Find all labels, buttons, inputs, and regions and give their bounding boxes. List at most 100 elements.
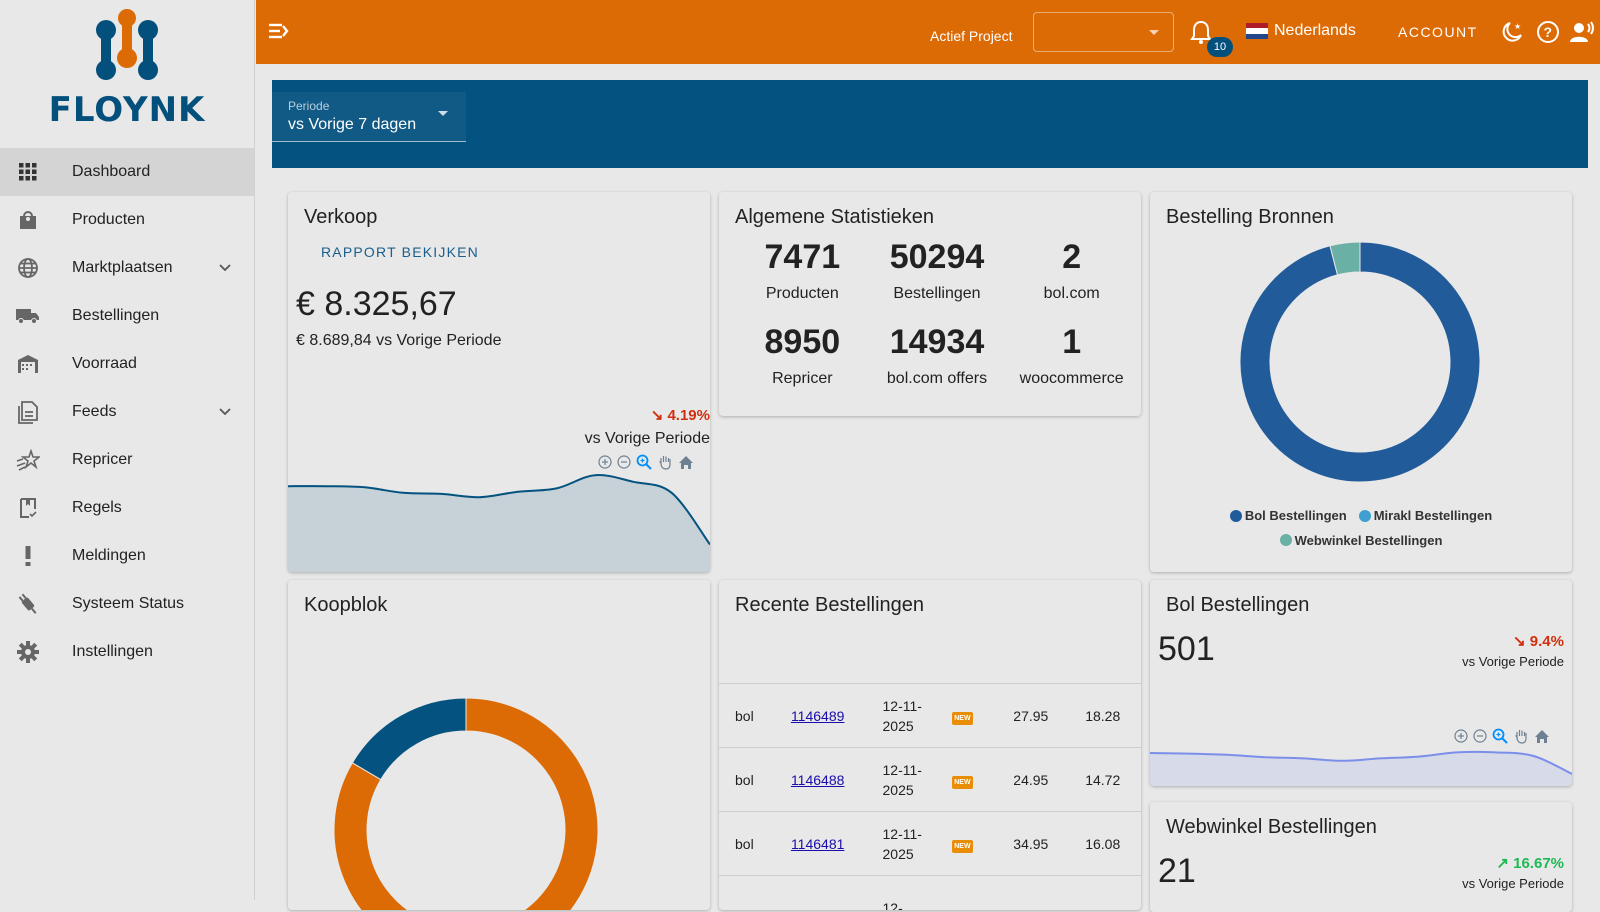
series-line: [1150, 750, 1572, 775]
series-line: [288, 474, 710, 546]
sidebar-item-bestellingen[interactable]: Bestellingen: [0, 292, 254, 340]
sidebar-item-label: Systeem Status: [72, 595, 185, 612]
previous-sales-amount: € 8.689,84 vs Vorige Periode: [296, 332, 502, 349]
language-selector[interactable]: Nederlands: [1246, 22, 1356, 40]
sidebar-item-feeds[interactable]: Feeds: [0, 388, 254, 436]
order-number-link[interactable]: 1146488: [790, 771, 845, 788]
table-row[interactable]: 12-: [719, 875, 1141, 910]
sidebar-item-voorraad[interactable]: Voorraad: [0, 340, 254, 388]
reset-home-icon[interactable]: [1534, 729, 1550, 744]
order-source: bol: [719, 747, 791, 812]
zoom-out-icon[interactable]: [1473, 729, 1487, 743]
order-sources-donut-chart: [1239, 242, 1481, 483]
zoom-in-icon[interactable]: [598, 455, 612, 469]
order-number-cell: 1146481: [790, 811, 883, 876]
floynk-logo-icon: [96, 9, 158, 80]
bol-orders-trend: ↘ 9.4% vs Vorige Periode: [1462, 632, 1564, 669]
recent-orders-card: Recente Bestellingen bol 1146489 12-11-2…: [719, 580, 1141, 910]
stat-item: 2 bol.com: [1004, 238, 1139, 303]
pan-icon[interactable]: [1513, 728, 1529, 744]
selection-zoom-icon[interactable]: [636, 454, 652, 470]
menu-collapse-icon: [269, 23, 289, 39]
pan-icon[interactable]: [657, 454, 673, 470]
card-title: Verkoop: [304, 206, 378, 228]
star-shooting-icon: [16, 448, 40, 472]
stat-value: 7471: [764, 238, 841, 276]
svg-text:★: ★: [1514, 22, 1521, 31]
order-price: 34.95: [1013, 811, 1086, 876]
plug-icon: [16, 592, 40, 616]
donut-slice-webwinkel-bestellingen[interactable]: [1329, 242, 1361, 276]
help-button[interactable]: ?: [1536, 20, 1560, 49]
order-number-cell: 1146489: [790, 683, 883, 748]
periode-select[interactable]: Periode vs Vorige 7 dagen: [272, 92, 466, 142]
bol-orders-area-chart: [1150, 750, 1572, 786]
sidebar-item-producten[interactable]: Producten: [0, 196, 254, 244]
stat-label: woocommerce: [1019, 370, 1124, 387]
order-number-link[interactable]: 1146489: [790, 707, 845, 724]
account-button[interactable]: ACCOUNT: [1398, 24, 1478, 40]
trend-percentage: 4.19%: [667, 407, 710, 424]
globe-icon: [16, 256, 40, 280]
order-number-cell: 1146488: [790, 747, 883, 812]
order-price: [1013, 875, 1086, 910]
zoom-in-icon[interactable]: [1454, 729, 1468, 743]
chart-legend: Bol Bestellingen Mirakl Bestellingen Webwi…: [1150, 508, 1572, 549]
order-source: [719, 875, 791, 910]
sidebar-item-marktplaatsen[interactable]: Marktplaatsen: [0, 244, 254, 292]
periode-value: vs Vorige 7 dagen: [288, 116, 417, 133]
donut-slice-koopblok[interactable]: [333, 697, 599, 910]
card-title: Koopblok: [304, 594, 388, 616]
legend-item[interactable]: Mirakl Bestellingen: [1358, 508, 1492, 523]
exclamation-icon: [16, 544, 40, 568]
sidebar-item-systeem-status[interactable]: Systeem Status: [0, 580, 254, 628]
support-button[interactable]: [1570, 20, 1596, 49]
bol-orders-card: Bol Bestellingen 501 ↘ 9.4% vs Vorige Pe…: [1150, 580, 1572, 786]
svg-text:?: ?: [1544, 24, 1553, 40]
sidebar-item-meldingen[interactable]: Meldingen: [0, 532, 254, 580]
area-fill: [288, 475, 710, 572]
menu-toggle-button[interactable]: [268, 22, 290, 45]
sidebar-item-instellingen[interactable]: Instellingen: [0, 628, 254, 676]
sales-trend: ↘ 4.19% vs Vorige Periode: [585, 406, 710, 448]
table-row[interactable]: bol 1146481 12-11-2025 NEW 34.95 16.08 1…: [719, 811, 1141, 876]
stat-label: bol.com offers: [886, 370, 988, 387]
card-title: Bol Bestellingen: [1166, 594, 1310, 616]
order-number-link[interactable]: 1146481: [790, 835, 845, 852]
sidebar-item-repricer[interactable]: Repricer: [0, 436, 254, 484]
stat-value: 8950: [764, 323, 841, 361]
zoom-out-icon[interactable]: [617, 455, 631, 469]
trend-label: vs Vorige Periode: [1462, 876, 1564, 891]
donut-slice-geen-koopblok[interactable]: [351, 697, 467, 781]
order-number-cell: [790, 875, 883, 910]
filter-banner: Periode vs Vorige 7 dagen: [272, 80, 1588, 168]
active-project-label: Actief Project: [930, 28, 1013, 44]
chevron-down-icon[interactable]: [218, 404, 232, 422]
table-row[interactable]: bol 1146489 12-11-2025 NEW 27.95 18.28 1…: [719, 683, 1141, 748]
legend-item[interactable]: Bol Bestellingen: [1229, 508, 1347, 523]
stat-item: 7471 Producten: [735, 238, 870, 303]
sidebar-item-regels[interactable]: Regels: [0, 484, 254, 532]
dark-mode-button[interactable]: ★: [1500, 20, 1524, 49]
donut-slice-bol-bestellingen[interactable]: [1239, 242, 1481, 483]
order-source: bol: [719, 811, 791, 876]
order-date: 12-: [882, 875, 953, 910]
shopping-bag-icon: [16, 208, 40, 232]
table-row[interactable]: bol 1146488 12-11-2025 NEW 24.95 14.72 1…: [719, 747, 1141, 812]
rapport-bekijken-link[interactable]: RAPPORT BEKIJKEN: [321, 244, 479, 260]
person-speaking-icon: [1570, 21, 1594, 42]
legend-item[interactable]: Webwinkel Bestellingen: [1279, 533, 1442, 548]
new-status-badge: NEW: [952, 711, 973, 725]
logo[interactable]: FLOYNK: [0, 0, 254, 148]
active-project-select[interactable]: [1033, 12, 1174, 52]
selection-zoom-icon[interactable]: [1492, 728, 1508, 744]
stat-label: bol.com: [1043, 285, 1100, 302]
sidebar-item-label: Bestellingen: [72, 307, 160, 324]
notifications-button[interactable]: [1190, 20, 1212, 49]
stat-item: 8950 Repricer: [735, 323, 870, 388]
sidebar-item-dashboard[interactable]: Dashboard: [0, 148, 254, 196]
reset-home-icon[interactable]: [678, 455, 694, 470]
chevron-down-icon[interactable]: [218, 260, 232, 278]
order-value-2: 14.72: [1085, 747, 1141, 812]
sales-amount: € 8.325,67: [296, 285, 457, 323]
